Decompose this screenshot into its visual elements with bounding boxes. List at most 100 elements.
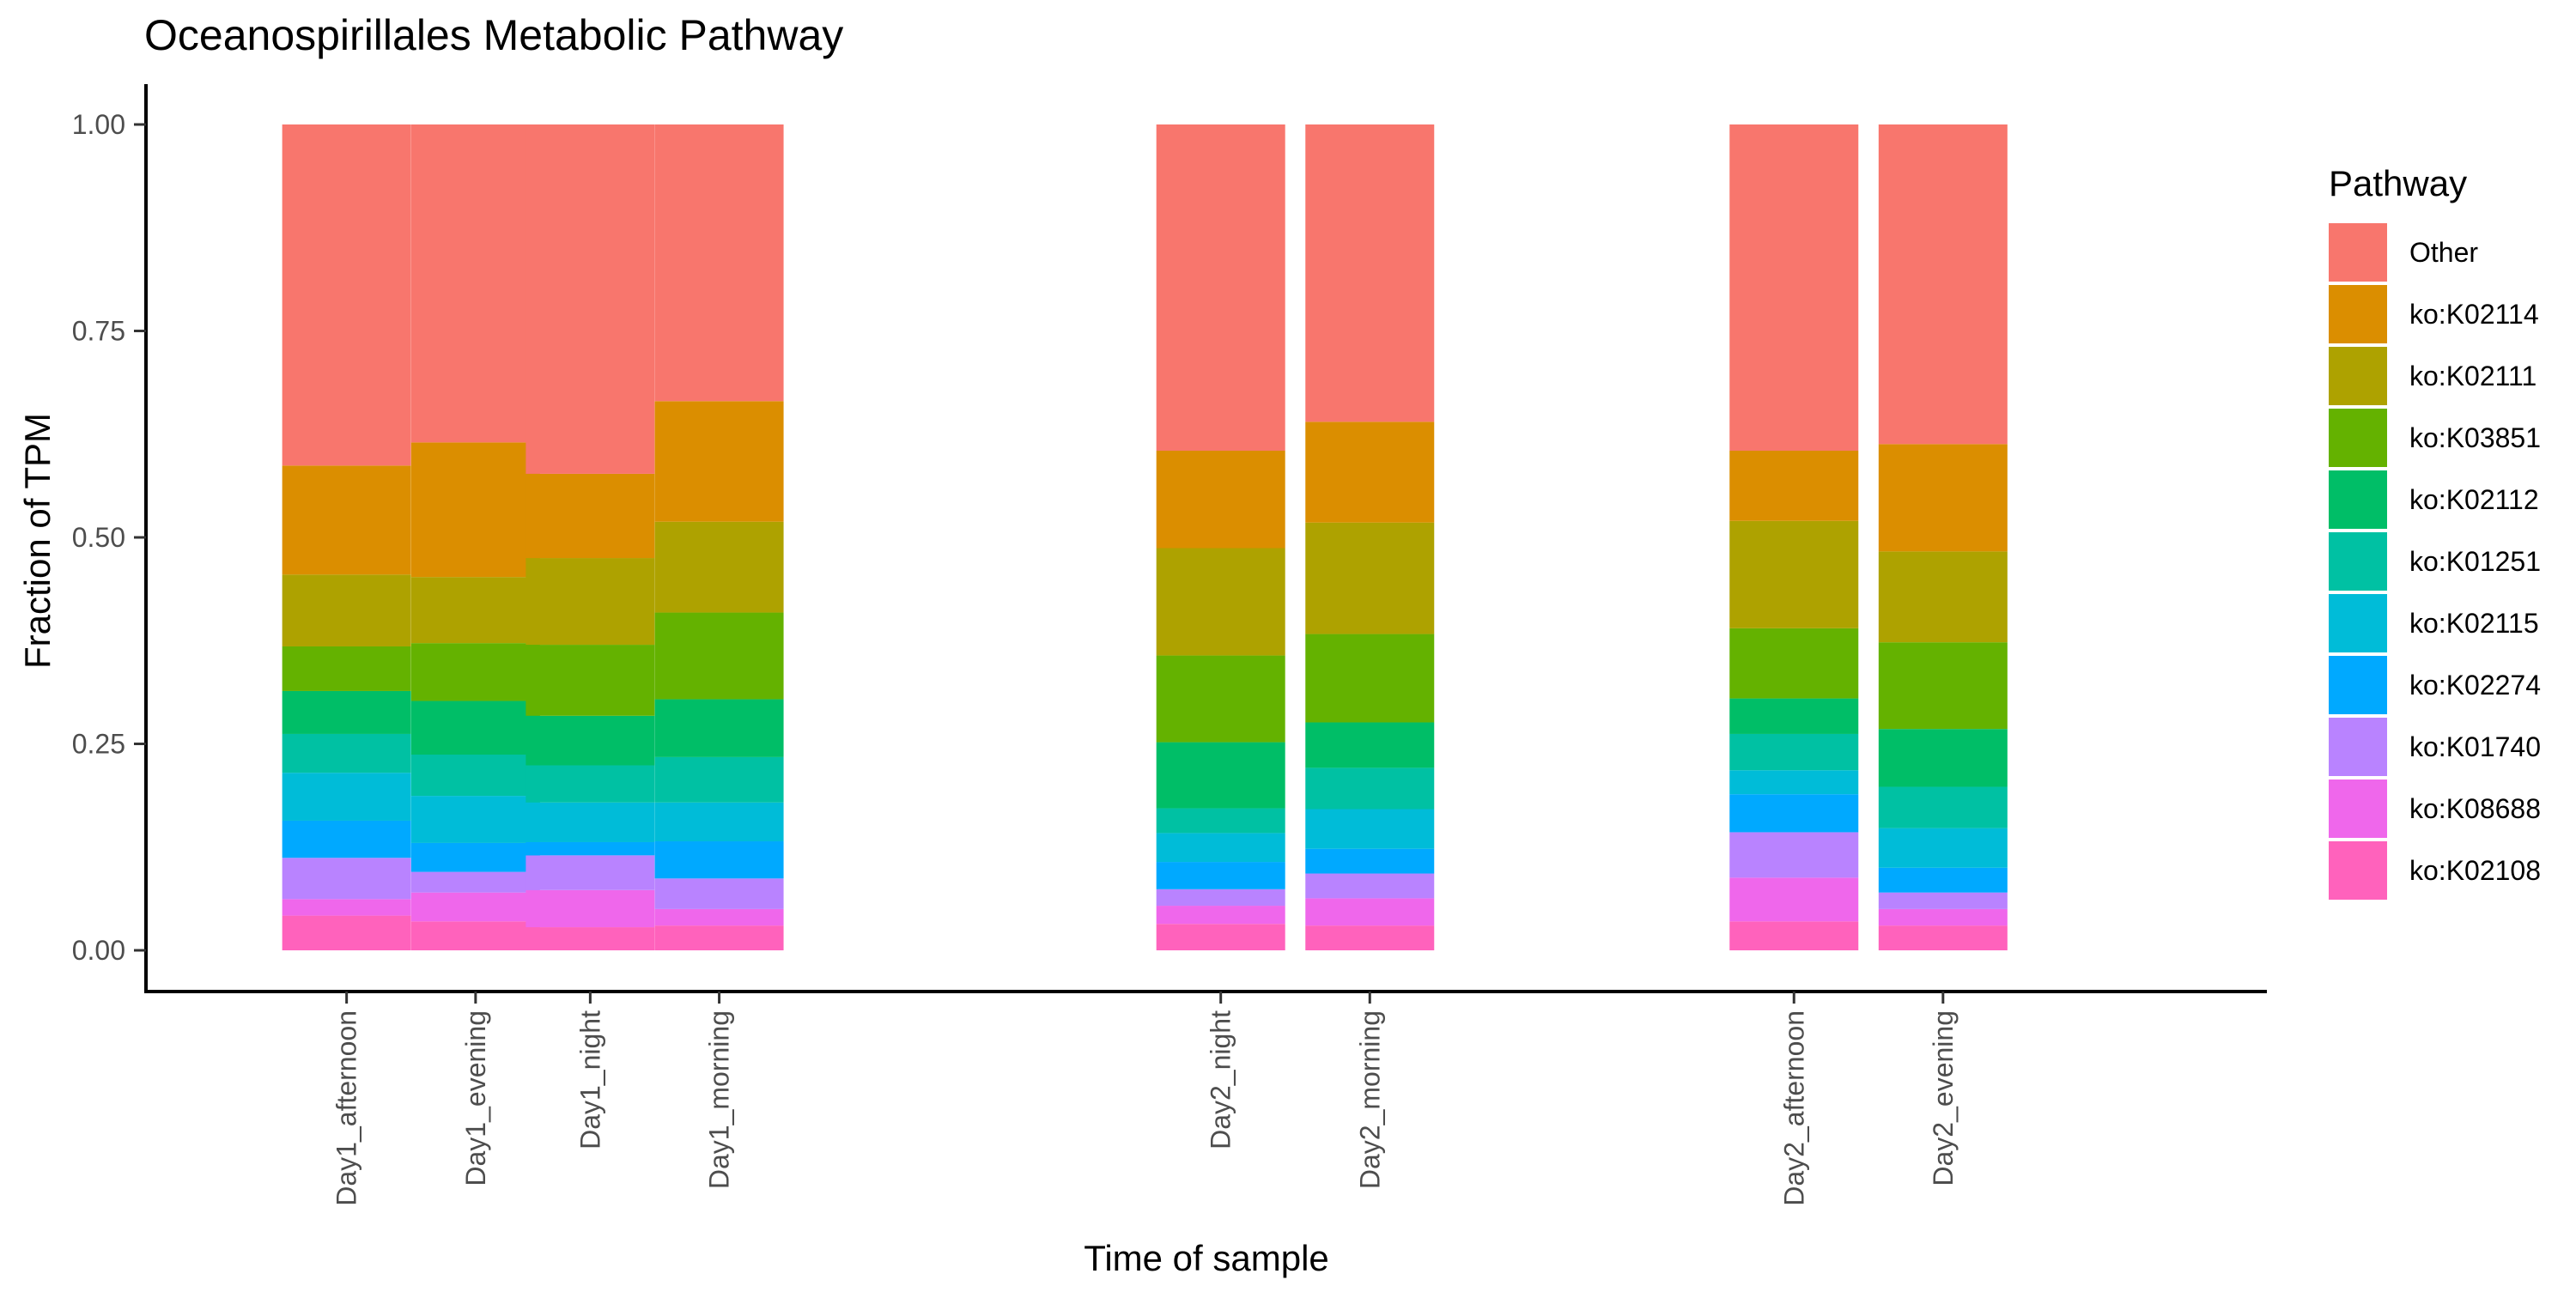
bar-segment (654, 908, 784, 926)
bar-segment (1156, 742, 1285, 809)
bar-segment (1729, 794, 1859, 833)
bar-segment (1305, 722, 1435, 768)
bar-stack-Day1_night (526, 124, 655, 950)
x-tick-label: Day1_evening (460, 1010, 491, 1186)
bar-stack-Day2_night (1156, 124, 1285, 950)
bar-segment (1305, 767, 1435, 810)
bar-segment (526, 765, 655, 803)
bar-segment (1729, 450, 1859, 521)
bar-segment (1156, 124, 1285, 451)
x-tick-label: Day1_morning (704, 1010, 735, 1189)
legend-label: ko:K02112 (2409, 484, 2539, 515)
bar-stack-Day2_morning (1305, 124, 1435, 950)
bar-segment (1305, 873, 1435, 899)
bar-segment (1156, 924, 1285, 950)
bar-segment (1305, 124, 1435, 422)
bar-segment (1305, 522, 1435, 634)
bar-segment (1878, 828, 2008, 868)
bar-segment (1156, 889, 1285, 907)
legend-label: ko:K01251 (2409, 546, 2541, 577)
bar-segment (1878, 729, 2008, 787)
bar-segment (1305, 422, 1435, 523)
bar-segment (1878, 444, 2008, 552)
legend-label: ko:K01740 (2409, 731, 2541, 762)
bar-segment (1878, 925, 2008, 950)
axes-layer: 0.00 0.25 0.50 0.75 1.00 Day1_afternoon Day1_e… (72, 84, 2267, 1206)
legend-label: ko:K08688 (2409, 793, 2541, 824)
bar-segment (654, 124, 784, 402)
bar-segment (282, 899, 411, 916)
legend-key-ko-K02108 (2329, 841, 2387, 900)
bar-segment (1729, 877, 1859, 922)
bar-segment (282, 690, 411, 734)
legend-label: ko:K02274 (2409, 670, 2541, 701)
legend-label: ko:K03851 (2409, 422, 2541, 453)
bar-segment (654, 699, 784, 757)
bar-segment (526, 927, 655, 950)
bar-segment (654, 756, 784, 803)
bar-segment (1878, 867, 2008, 893)
bar-segment (654, 401, 784, 522)
legend-key-ko-K02111 (2329, 347, 2387, 405)
bar-segment (654, 802, 784, 842)
bar-segment (1729, 698, 1859, 734)
bar-segment (1305, 925, 1435, 950)
bar-segment (526, 841, 655, 856)
x-tick-label: Day1_night (574, 1010, 605, 1149)
legend: Pathway Other ko:K02114 ko:K02111 ko:K03851… (2329, 163, 2541, 900)
bar-segment (282, 733, 411, 773)
chart-title: Oceanospirillales Metabolic Pathway (144, 11, 843, 59)
bar-segment (1729, 520, 1859, 628)
bar-segment (282, 915, 411, 950)
bar-segment (526, 473, 655, 559)
bar-segment (410, 442, 540, 578)
bar-segment (654, 878, 784, 909)
bar-segment (1878, 551, 2008, 643)
y-tick-label: 1.00 (72, 109, 125, 140)
bar-stack-Day1_morning (654, 124, 784, 950)
bar-segment (526, 889, 655, 928)
legend-label: ko:K02115 (2409, 608, 2539, 639)
bar-segment (410, 755, 540, 797)
bar-stack-Day1_evening (410, 124, 540, 950)
legend-key-ko-K01251 (2329, 532, 2387, 591)
bar-segment (282, 820, 411, 858)
x-axis-label: Time of sample (1084, 1238, 1329, 1278)
legend-key-Other (2329, 223, 2387, 282)
bar-segment (410, 701, 540, 755)
bar-segment (1156, 450, 1285, 549)
legend-title: Pathway (2329, 163, 2467, 203)
x-tick-label: Day2_night (1206, 1010, 1236, 1149)
bar-segment (1729, 124, 1859, 451)
bar-segment (410, 921, 540, 950)
bar-segment (1878, 892, 2008, 909)
bar-segment (526, 802, 655, 842)
bar-segment (654, 612, 784, 700)
bar-segment (526, 645, 655, 716)
legend-label: ko:K02114 (2409, 299, 2539, 330)
legend-label: ko:K02111 (2409, 361, 2537, 391)
bar-segment (410, 577, 540, 644)
bar-segment (282, 465, 411, 575)
bar-segment (1156, 862, 1285, 889)
legend-key-ko-K03851 (2329, 409, 2387, 467)
bar-segment (1305, 848, 1435, 874)
x-tick-label: Day1_afternoon (331, 1010, 362, 1206)
bar-segment (1729, 770, 1859, 795)
bar-segment (1156, 906, 1285, 925)
bars-layer (282, 124, 2008, 950)
y-axis-label: Fraction of TPM (17, 413, 58, 669)
bar-segment (1156, 548, 1285, 656)
legend-key-ko-K01740 (2329, 718, 2387, 776)
x-tick-label: Day2_morning (1354, 1010, 1385, 1189)
legend-key-ko-K08688 (2329, 779, 2387, 838)
bar-segment (526, 558, 655, 646)
bar-segment (1729, 733, 1859, 771)
bar-segment (282, 858, 411, 900)
y-tick-label: 0.50 (72, 522, 125, 553)
legend-label: ko:K02108 (2409, 855, 2541, 886)
y-tick-label: 0.75 (72, 316, 125, 347)
bar-segment (1878, 786, 2008, 828)
